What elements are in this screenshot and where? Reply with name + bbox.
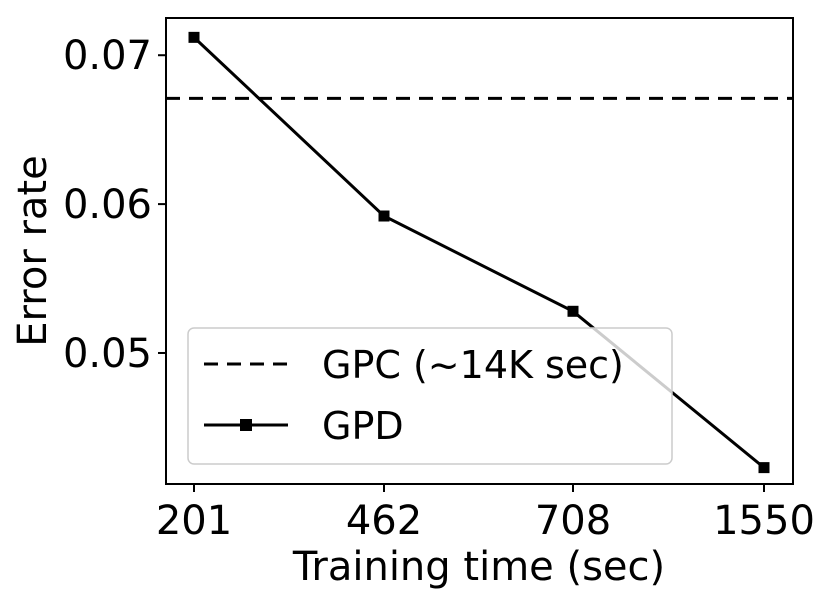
y-axis-label: Error rate bbox=[10, 155, 56, 346]
data-point-gpd-708 bbox=[567, 305, 579, 317]
legend-gpd-marker bbox=[240, 419, 252, 431]
x-axis-label: Training time (sec) bbox=[292, 544, 665, 590]
y-tick-label-0.07: 0.07 bbox=[63, 33, 152, 79]
legend-gpd-label: GPD bbox=[322, 404, 404, 448]
data-point-gpd-462 bbox=[378, 210, 390, 222]
data-point-gpd-1550 bbox=[758, 462, 770, 474]
data-point-gpd-201 bbox=[188, 31, 200, 43]
y-tick-label-0.05: 0.05 bbox=[63, 331, 152, 377]
y-tick-label-0.06: 0.06 bbox=[63, 182, 152, 228]
x-tick-label-708: 708 bbox=[535, 498, 611, 544]
legend: GPC (~14K sec) GPD bbox=[187, 327, 673, 465]
plot-frame bbox=[165, 17, 794, 485]
x-tick-label-201: 201 bbox=[156, 498, 232, 544]
legend-gpc-label: GPC (~14K sec) bbox=[322, 343, 624, 387]
legend-box bbox=[187, 327, 673, 465]
x-tick-label-1550: 1550 bbox=[713, 498, 815, 544]
x-tick-label-462: 462 bbox=[346, 498, 422, 544]
